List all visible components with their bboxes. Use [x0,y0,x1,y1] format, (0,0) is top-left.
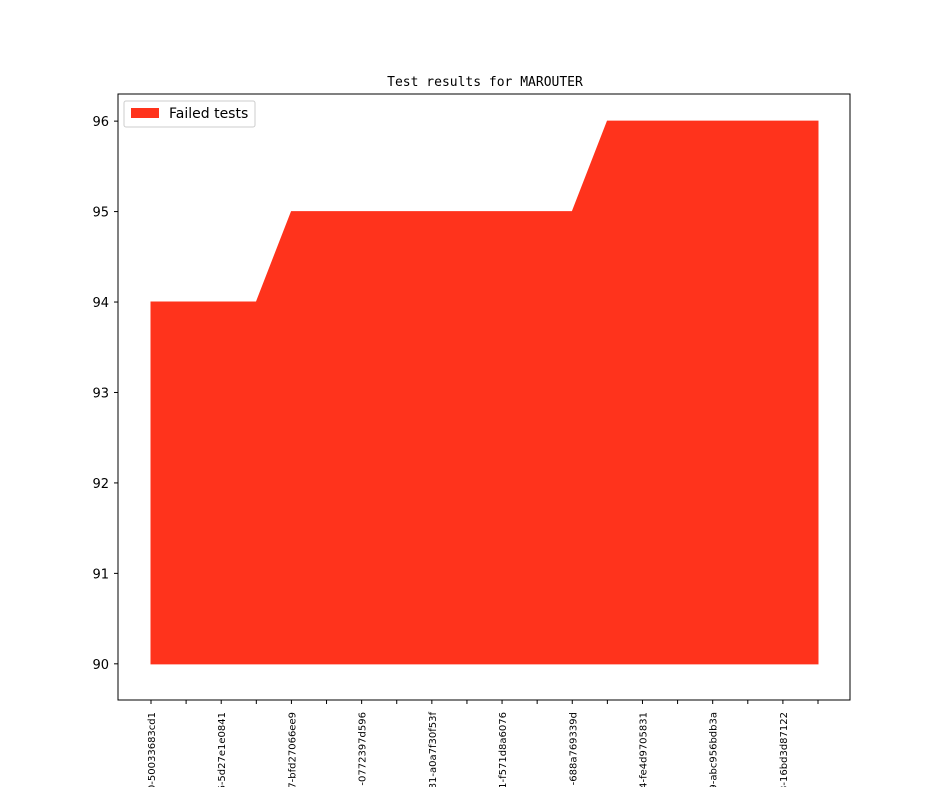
chart-title: Test results for MAROUTER [387,75,583,90]
x-tick-label: -0772397d596 [358,712,369,786]
y-tick-label: 93 [92,386,109,401]
y-tick-label: 96 [92,115,109,130]
y-tick-label: 92 [92,477,109,492]
y-tick-label: 91 [92,567,109,582]
area-layer [150,120,819,665]
x-tick-label: 1-f571d8a6076 [498,712,509,787]
y-tick-label: 90 [92,658,109,673]
x-tick-label: -688a769339d [568,712,579,785]
x-tick-label: 7-bfd27066ee9 [287,712,298,787]
x-tick-label: 3-16bd3d87122 [779,712,790,787]
x-tick-label: 6-5d27e1e0841 [217,712,228,787]
x-axis: 0-50033683cd1 6-5d27e1e0841 7-bfd27066ee9 -… [147,700,819,792]
legend-label: Failed tests [169,106,248,122]
legend-swatch [131,108,159,118]
x-tick-label: 9-abc956bdb3a [709,712,720,787]
legend-box [123,100,256,128]
failed-tests-area [150,120,819,665]
x-tick-label: 81-a0a7f30f53f [428,712,439,787]
y-axis: 90 91 92 93 94 95 96 [92,115,118,673]
y-tick-label: 95 [92,206,109,221]
x-tick-label: 0-50033683cd1 [147,712,158,787]
x-tick-label: 4-fe4d9705831 [638,712,649,787]
plot-frame [117,93,851,701]
y-tick-label: 94 [92,296,109,311]
legend: Failed tests [123,100,256,128]
